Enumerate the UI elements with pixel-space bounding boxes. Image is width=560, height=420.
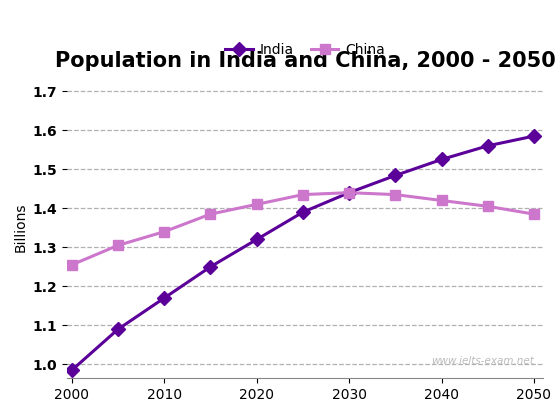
China <box>68 262 75 268</box>
India <box>68 368 75 373</box>
India <box>207 264 214 269</box>
India <box>161 296 167 301</box>
Title: Population in India and China, 2000 - 2050: Population in India and China, 2000 - 20… <box>55 51 556 71</box>
China <box>346 190 352 195</box>
China <box>392 192 399 197</box>
Y-axis label: Billions: Billions <box>13 202 27 252</box>
China <box>530 212 537 217</box>
China <box>300 192 306 197</box>
Legend: India, China: India, China <box>225 43 385 57</box>
India <box>115 327 122 332</box>
India <box>392 173 399 178</box>
China <box>484 204 491 209</box>
Line: China: China <box>67 188 539 270</box>
China <box>207 212 214 217</box>
Line: India: India <box>67 131 539 375</box>
India <box>346 190 352 195</box>
India <box>530 134 537 139</box>
India <box>253 237 260 242</box>
India <box>438 157 445 162</box>
India <box>300 210 306 215</box>
India <box>484 143 491 148</box>
China <box>115 243 122 248</box>
China <box>438 198 445 203</box>
Text: www.ielts-exam.net: www.ielts-exam.net <box>431 356 534 366</box>
China <box>161 229 167 234</box>
China <box>253 202 260 207</box>
